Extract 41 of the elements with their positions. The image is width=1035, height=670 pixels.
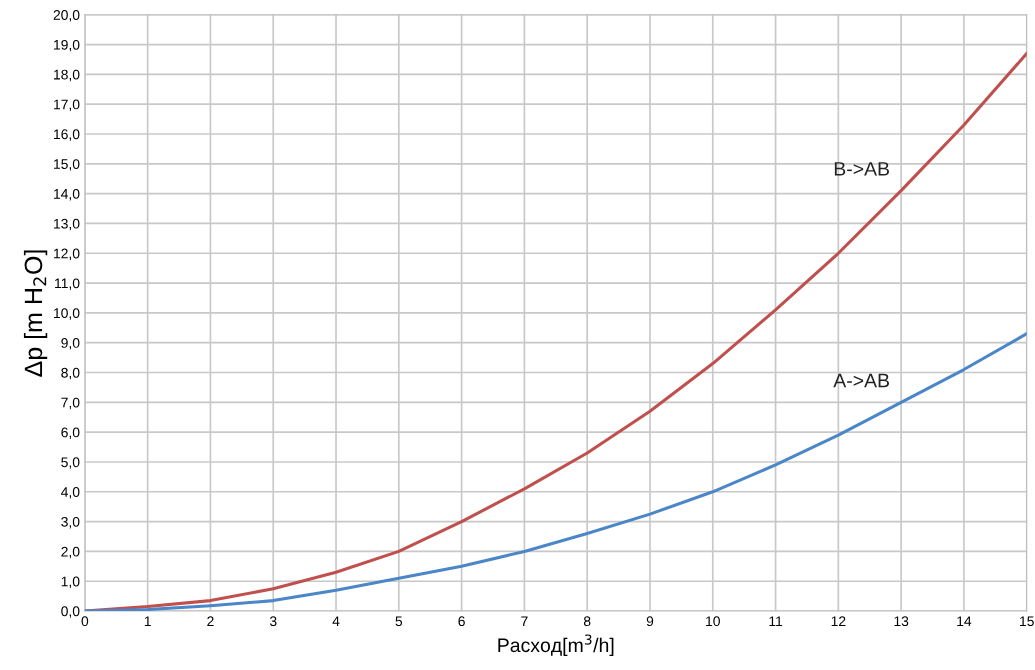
y-tick-label: 5,0 bbox=[61, 457, 80, 469]
y-tick-label: 12,0 bbox=[54, 248, 80, 261]
y-tick-label: 18,0 bbox=[54, 69, 80, 82]
y-tick-label: 11,0 bbox=[55, 278, 80, 290]
y-tick-label: 4,0 bbox=[61, 487, 80, 499]
y-tick-label: 16,0 bbox=[54, 129, 80, 141]
x-tick-label: 3 bbox=[269, 616, 277, 627]
x-tick-label: 1 bbox=[144, 616, 151, 626]
y-tick-label: 7,0 bbox=[61, 397, 80, 410]
y-tick-label: 9,0 bbox=[61, 338, 80, 350]
x-tick-label: 9 bbox=[646, 616, 654, 627]
x-tick-label: 2 bbox=[207, 616, 214, 626]
y-tick-label: 20,0 bbox=[53, 10, 80, 22]
x-axis-title: Расход[m$^{3}$/h] bbox=[498, 634, 614, 656]
x-tick-label: 8 bbox=[583, 616, 591, 627]
y-tick-label: 6,0 bbox=[61, 427, 80, 439]
y-tick-label: 10,0 bbox=[54, 308, 80, 320]
x-tick-label: 10 bbox=[706, 616, 720, 627]
y-tick-label: 1,0 bbox=[61, 576, 80, 589]
series-label: B->AB bbox=[834, 162, 889, 176]
y-tick-label: 0,0 bbox=[61, 606, 80, 618]
x-tick-label: 7 bbox=[521, 616, 528, 626]
x-tick-label: 6 bbox=[458, 616, 465, 627]
y-tick-label: 3,0 bbox=[61, 516, 80, 529]
x-tick-label: 12 bbox=[831, 616, 846, 626]
series-label: A->AB bbox=[833, 373, 889, 388]
x-tick-label: 0 bbox=[81, 616, 89, 627]
x-tick-label: 5 bbox=[395, 616, 403, 627]
y-tick-label: 13,0 bbox=[54, 218, 80, 231]
x-tick-label: 4 bbox=[332, 616, 340, 626]
x-tick-label: 11 bbox=[769, 616, 783, 626]
y-tick-label: 14,0 bbox=[54, 188, 80, 201]
y-tick-label: 2,0 bbox=[61, 546, 80, 559]
y-tick-label: 19,0 bbox=[54, 39, 80, 52]
y-tick-label: 17,0 bbox=[54, 99, 80, 111]
x-tick-label: 15 bbox=[1020, 616, 1034, 627]
x-tick-label: 13 bbox=[894, 616, 909, 627]
y-axis-title: Δp [m H$_{2}$O] bbox=[23, 250, 48, 377]
y-tick-label: 15,0 bbox=[54, 159, 80, 171]
x-tick-label: 14 bbox=[957, 616, 972, 626]
y-tick-label: 8,0 bbox=[61, 367, 80, 380]
